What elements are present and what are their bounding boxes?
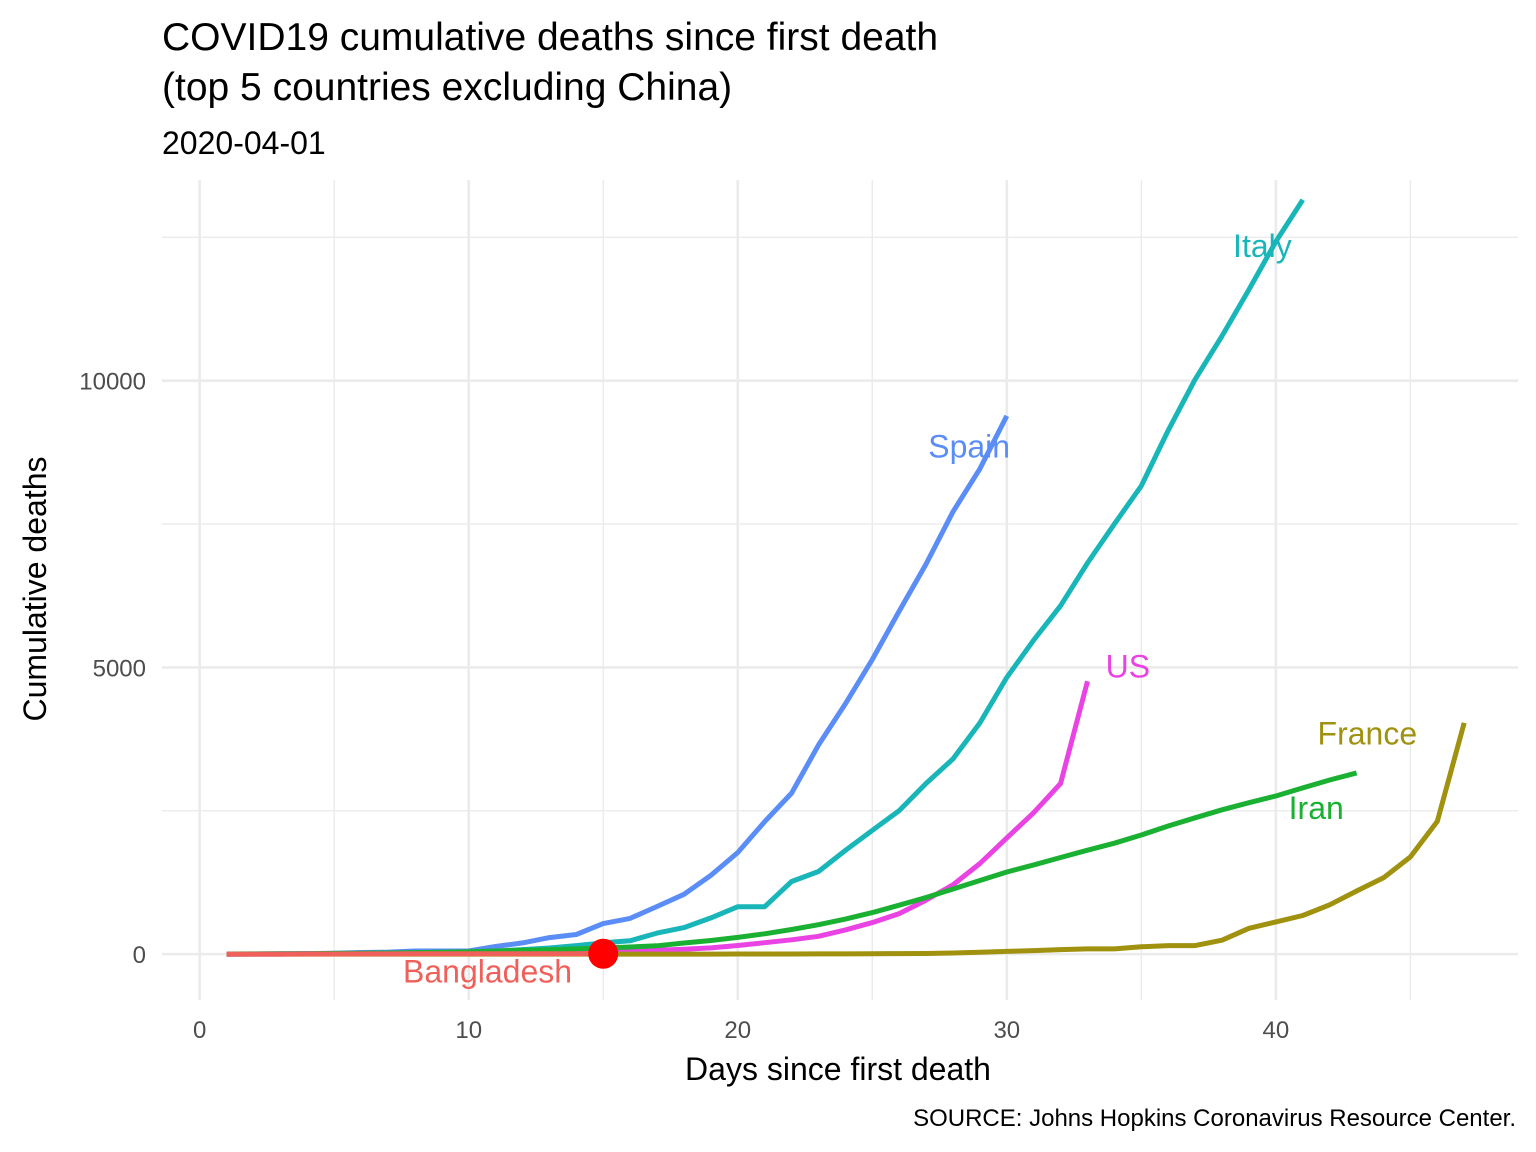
x-tick-label: 40 [1263, 1017, 1290, 1044]
chart-subtitle: 2020-04-01 [162, 125, 326, 161]
chart-title-line2: (top 5 countries excluding China) [162, 66, 732, 109]
source-caption: SOURCE: Johns Hopkins Coronavirus Resour… [913, 1105, 1516, 1132]
x-axis-title: Days since first death [685, 1051, 991, 1087]
series-line-us [226, 680, 1090, 957]
series-label-iran: Iran [1289, 790, 1344, 826]
y-axis-title: Cumulative deaths [17, 456, 53, 721]
highlight-point [588, 938, 619, 969]
grid-layer [162, 180, 1518, 1000]
x-tick-label: 0 [193, 1017, 206, 1044]
series-line-spain [226, 414, 1010, 957]
x-tick-label: 10 [455, 1017, 482, 1044]
y-tick-label: 10000 [79, 369, 146, 396]
y-tick-label: 0 [133, 942, 146, 969]
x-tick-label: 20 [724, 1017, 751, 1044]
series-label-france: France [1318, 715, 1418, 751]
chart-title: COVID19 cumulative deaths since first de… [162, 16, 938, 59]
series-label-layer: Italy Spain US France Iran Bangladesh [403, 228, 1417, 989]
series-label-spain: Spain [928, 429, 1010, 465]
series-label-italy: Italy [1233, 228, 1292, 264]
series-label-bangladesh: Bangladesh [403, 953, 572, 989]
x-tick-label: 30 [993, 1017, 1020, 1044]
series-label-us: US [1106, 648, 1150, 684]
series-line-iran [226, 770, 1358, 957]
y-tick-label: 5000 [93, 655, 146, 682]
series-layer [226, 198, 1467, 969]
